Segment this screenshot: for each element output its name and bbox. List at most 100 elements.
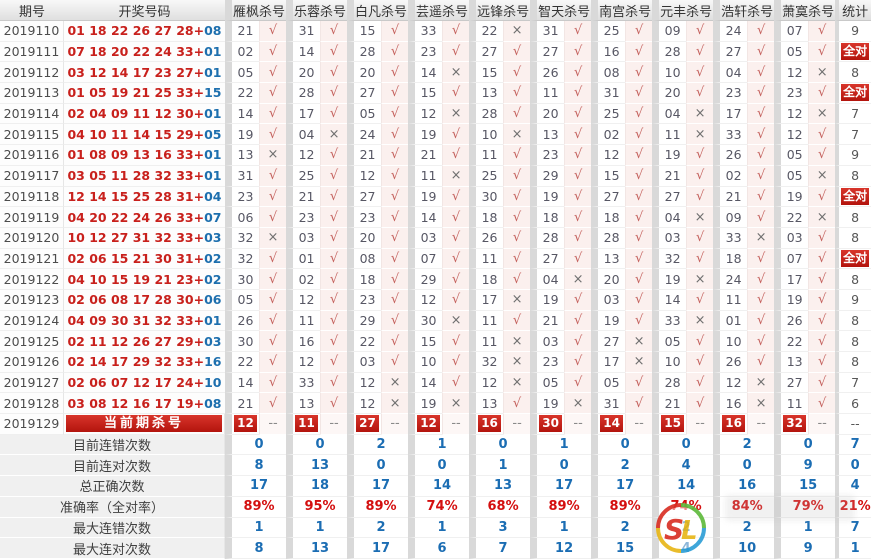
kill-result-cell: √ xyxy=(686,227,714,249)
kill-number-cell: 02 xyxy=(225,41,259,63)
kill-number-cell: 31 xyxy=(591,393,626,415)
kill-number-cell: 27 xyxy=(713,41,748,63)
kill-result-cell: √ xyxy=(320,352,348,373)
kill-result-cell: √ xyxy=(808,289,836,311)
kill-number-cell: 28 xyxy=(469,103,504,125)
kill-result-cell: √ xyxy=(320,41,348,63)
kill-result-cell: -- xyxy=(747,414,775,435)
summary-value: 17 xyxy=(347,538,409,559)
period-cell: 2019111 xyxy=(0,41,64,63)
kill-result-cell: √ xyxy=(381,186,409,208)
summary-value: 17 xyxy=(530,476,592,497)
kill-number-cell: 13 xyxy=(591,248,626,270)
kill-result-cell: √ xyxy=(381,310,409,332)
draw-blue-number: 01 xyxy=(204,168,222,184)
kill-result-cell: √ xyxy=(381,207,409,228)
table-row: 2019121 02 06 15 21 30 31+02 32 √ 01 √ 08 √ 07 √ 1… xyxy=(0,248,871,270)
kill-result-cell: √ xyxy=(320,83,348,104)
current-kill-badge: 15 xyxy=(661,415,685,433)
draw-blue-number: 05 xyxy=(204,126,222,142)
stat-cell: 9 xyxy=(835,145,871,166)
summary-value: 9 xyxy=(774,538,836,559)
kill-number-cell: 20 xyxy=(347,227,382,249)
kill-number-cell: 05 xyxy=(774,165,809,187)
kill-number-cell: 08 xyxy=(591,62,626,84)
summary-value: 14 xyxy=(652,476,714,497)
kill-result-cell: × xyxy=(625,352,653,373)
draw-plus-sign: + xyxy=(193,126,205,142)
summary-value: 8 xyxy=(225,538,287,559)
kill-result-cell: √ xyxy=(625,83,653,104)
kill-number-cell: 10 xyxy=(652,352,687,373)
draw-plus-sign: + xyxy=(193,44,205,60)
kill-number-cell: 32 xyxy=(225,248,259,270)
stat-cell: 7 xyxy=(835,103,871,125)
current-period-banner: 当前期杀号 xyxy=(64,414,225,435)
summary-value: 15 xyxy=(774,476,836,497)
kill-number-cell: 01 xyxy=(713,310,748,332)
kill-number-cell: 27 xyxy=(591,331,626,352)
draw-numbers-cell: 02 11 12 26 27 29+03 xyxy=(64,331,225,352)
draw-plus-sign: + xyxy=(193,375,205,391)
kill-result-cell: × xyxy=(808,165,836,187)
summary-stat-value: 4 xyxy=(835,476,871,497)
kill-number-cell: 20 xyxy=(530,103,565,125)
all-correct-badge: 全对 xyxy=(841,84,870,102)
kill-result-cell: √ xyxy=(381,41,409,63)
kill-number-cell: 04 xyxy=(713,62,748,84)
kill-result-cell: √ xyxy=(442,186,470,208)
kill-number-cell: 15 xyxy=(591,165,626,187)
kill-number-cell: 19 xyxy=(530,393,565,415)
kill-number-cell: 14 xyxy=(408,62,443,84)
kill-result-cell: √ xyxy=(442,207,470,228)
kill-number-cell: 28 xyxy=(652,372,687,394)
kill-number-cell: 02 xyxy=(591,124,626,146)
kill-number-cell: 11 xyxy=(530,83,565,104)
current-kill-badge: 12 xyxy=(417,415,441,433)
summary-row: 最大连错次数 1 1 2 1 3 1 2 2 2 1 7 xyxy=(0,517,871,539)
kill-result-cell: √ xyxy=(259,62,287,84)
draw-numbers-cell: 01 05 19 21 25 33+15 xyxy=(64,83,225,104)
kill-result-cell: √ xyxy=(442,248,470,270)
kill-result-cell: √ xyxy=(564,145,592,166)
current-kill-number-cell: 16 xyxy=(713,414,748,435)
kill-result-cell: × xyxy=(503,352,531,373)
current-kill-badge: 27 xyxy=(356,415,380,433)
kill-result-cell: √ xyxy=(259,289,287,311)
summary-value: 16 xyxy=(713,476,775,497)
column-header-expert: 远锋杀号 xyxy=(469,0,531,21)
kill-number-cell: 03 xyxy=(652,227,687,249)
column-header-expert: 乐蓉杀号 xyxy=(286,0,348,21)
kill-number-cell: 13 xyxy=(286,393,321,415)
kill-number-cell: 18 xyxy=(347,269,382,290)
table-row: 2019126 02 14 17 29 32 33+16 22 √ 12 √ 03 √ 10 √ 3… xyxy=(0,352,871,373)
kill-number-cell: 26 xyxy=(774,310,809,332)
summary-value: 0 xyxy=(286,434,348,456)
kill-result-cell: √ xyxy=(503,165,531,187)
kill-result-cell: √ xyxy=(320,269,348,290)
period-cell: 2019119 xyxy=(0,207,64,228)
draw-numbers-cell: 04 20 22 24 26 33+07 xyxy=(64,207,225,228)
kill-result-cell: × xyxy=(381,372,409,394)
kill-result-cell: √ xyxy=(503,103,531,125)
kill-result-cell: × xyxy=(442,165,470,187)
draw-numbers-cell: 10 12 27 31 32 33+03 xyxy=(64,227,225,249)
summary-label: 准确率（全对率） xyxy=(0,496,225,518)
draw-numbers-cell: 03 12 14 17 23 27+01 xyxy=(64,62,225,84)
kill-number-cell: 21 xyxy=(713,186,748,208)
kill-result-cell: √ xyxy=(686,41,714,63)
kill-result-cell: -- xyxy=(686,414,714,435)
kill-number-cell: 09 xyxy=(713,207,748,228)
kill-number-cell: 14 xyxy=(408,207,443,228)
kill-number-cell: 26 xyxy=(713,352,748,373)
kill-number-cell: 30 xyxy=(225,331,259,352)
draw-numbers-cell: 02 06 15 21 30 31+02 xyxy=(64,248,225,270)
summary-value: 0 xyxy=(774,434,836,456)
summary-row: 最大连对次数 8 13 17 6 7 12 15 4 10 9 1 xyxy=(0,538,871,559)
kill-result-cell: √ xyxy=(808,41,836,63)
kill-number-cell: 11 xyxy=(469,310,504,332)
kill-result-cell: √ xyxy=(808,310,836,332)
kill-result-cell: √ xyxy=(625,103,653,125)
kill-number-cell: 11 xyxy=(469,331,504,352)
kill-result-cell: √ xyxy=(564,289,592,311)
